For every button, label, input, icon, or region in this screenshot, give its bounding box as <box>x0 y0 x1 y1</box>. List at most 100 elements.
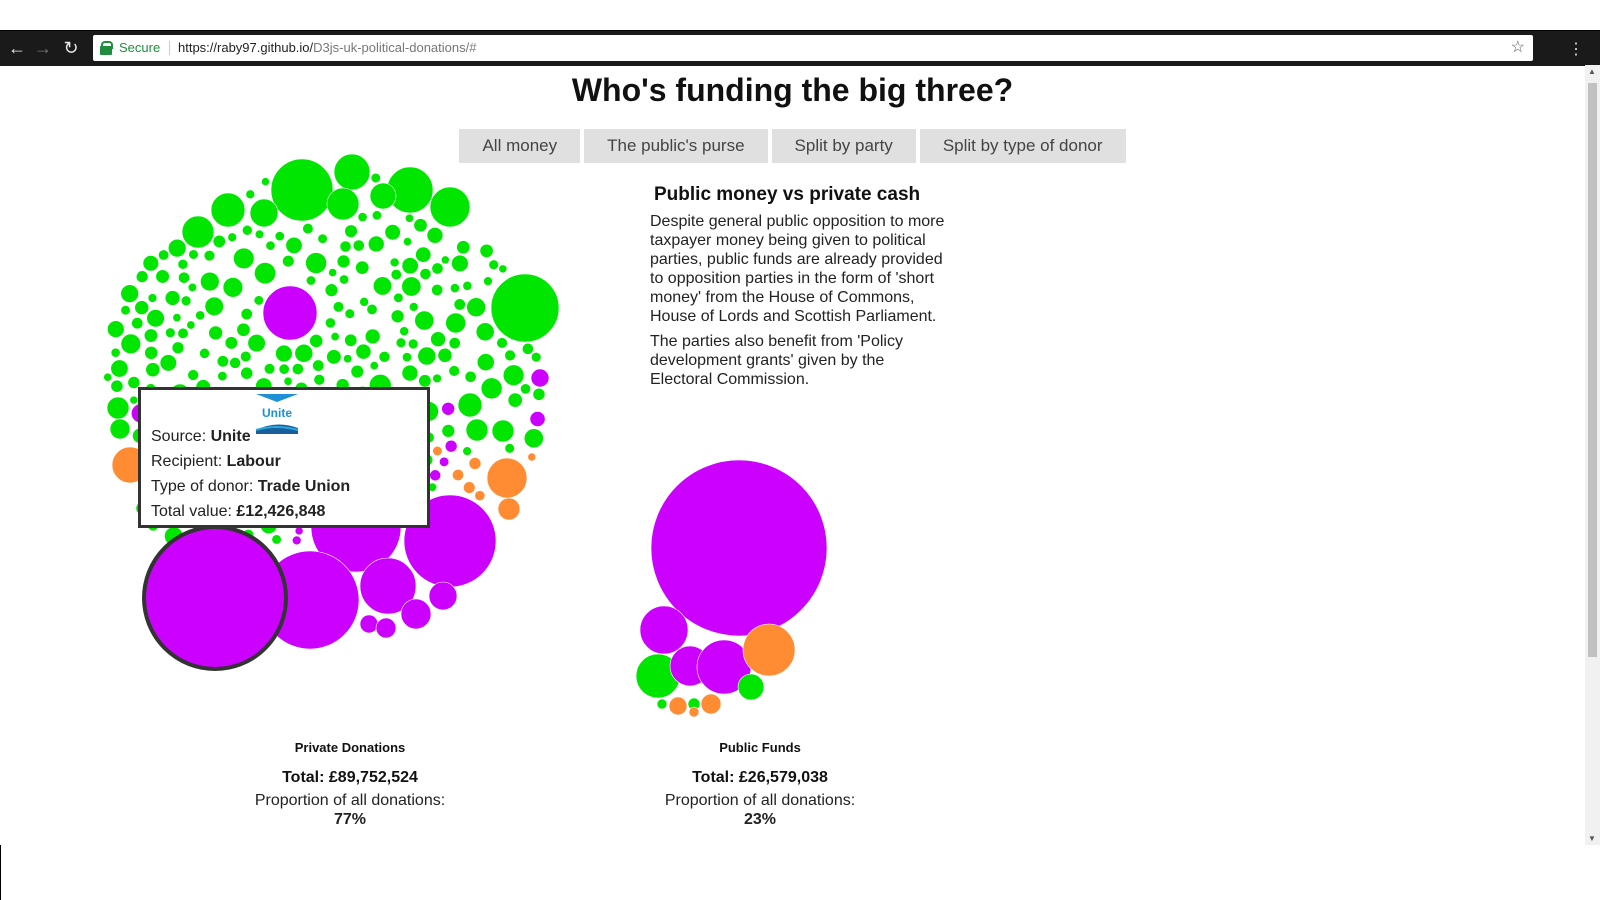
donation-bubble[interactable] <box>343 354 353 364</box>
donation-bubble[interactable] <box>199 347 210 359</box>
donation-bubble[interactable] <box>208 325 223 341</box>
donation-bubble[interactable] <box>285 236 303 254</box>
donation-bubble[interactable] <box>181 215 215 249</box>
donation-bubble[interactable] <box>274 231 285 242</box>
donation-bubble[interactable] <box>414 310 435 331</box>
donation-bubble[interactable] <box>407 338 419 350</box>
donation-bubble[interactable] <box>332 301 345 313</box>
donation-bubble[interactable] <box>240 308 253 321</box>
donation-bubble[interactable] <box>390 309 405 324</box>
donation-bubble[interactable] <box>399 326 410 337</box>
donation-bubble[interactable] <box>344 333 358 347</box>
tab-split-by-donor-type[interactable]: Split by type of donor <box>919 129 1126 163</box>
donation-bubble[interactable] <box>312 359 325 372</box>
donation-bubble[interactable] <box>187 369 199 381</box>
donation-bubble[interactable] <box>742 623 796 677</box>
donation-bubble[interactable] <box>317 233 328 244</box>
donation-bubble[interactable] <box>395 337 407 348</box>
donation-bubble[interactable] <box>474 490 486 502</box>
donation-bubble[interactable] <box>325 317 336 329</box>
back-arrow-icon[interactable]: ← <box>8 38 26 58</box>
donation-bubble[interactable] <box>177 327 189 339</box>
donation-bubble[interactable] <box>355 260 370 275</box>
donation-bubble[interactable] <box>339 274 349 285</box>
donation-bubble[interactable] <box>294 526 304 536</box>
donation-bubble[interactable] <box>430 331 446 348</box>
donation-bubble[interactable] <box>448 365 460 377</box>
donation-bubble[interactable] <box>165 327 176 338</box>
donation-bubble[interactable] <box>333 153 371 191</box>
donation-bubble[interactable] <box>359 614 379 634</box>
donation-bubble[interactable] <box>364 328 381 345</box>
donation-bubble[interactable] <box>465 418 489 442</box>
donation-bubble[interactable] <box>291 363 304 375</box>
donation-bubble[interactable] <box>490 273 560 343</box>
donation-bubble[interactable] <box>668 696 688 716</box>
donation-bubble[interactable] <box>159 354 177 372</box>
donation-bubble[interactable] <box>129 395 139 405</box>
donation-bubble[interactable] <box>227 232 237 243</box>
donation-bubble[interactable] <box>254 262 277 285</box>
donation-bubble[interactable] <box>270 158 334 222</box>
donation-bubble[interactable] <box>131 317 144 330</box>
donation-bubble[interactable] <box>450 283 460 293</box>
donation-bubble[interactable] <box>240 366 254 380</box>
donation-bubble[interactable] <box>344 224 358 238</box>
donation-bubble[interactable] <box>480 377 503 400</box>
donation-bubble[interactable] <box>401 257 419 275</box>
donation-bubble[interactable] <box>456 240 471 255</box>
donation-bubble[interactable] <box>369 361 379 371</box>
tab-all-money[interactable]: All money <box>459 129 581 163</box>
donation-bubble[interactable] <box>462 280 473 291</box>
donation-bubble[interactable] <box>507 392 523 408</box>
donation-bubble[interactable] <box>171 341 185 355</box>
donation-bubble[interactable] <box>468 457 482 470</box>
donation-bubble[interactable] <box>313 373 325 386</box>
donation-bubble[interactable] <box>145 362 161 378</box>
donation-bubble[interactable] <box>393 292 404 303</box>
donation-bubble[interactable] <box>737 673 765 701</box>
donation-bubble[interactable] <box>405 213 414 223</box>
donation-bubble[interactable] <box>217 371 228 382</box>
donation-bubble[interactable] <box>488 259 499 270</box>
donation-bubble[interactable] <box>463 481 476 494</box>
donation-bubble[interactable] <box>305 252 327 274</box>
donation-bubble[interactable] <box>229 357 241 369</box>
donation-bubble[interactable] <box>339 240 352 253</box>
donation-bubble[interactable] <box>367 235 385 253</box>
donation-bubble[interactable] <box>419 268 432 280</box>
donation-bubble[interactable] <box>110 379 124 393</box>
donation-bubble[interactable] <box>462 446 472 456</box>
donation-bubble[interactable] <box>294 343 314 363</box>
donation-bubble[interactable] <box>532 387 546 401</box>
donation-bubble[interactable] <box>143 328 158 343</box>
donation-bubble[interactable] <box>466 297 486 318</box>
donation-bubble[interactable] <box>147 293 158 303</box>
donation-bubble[interactable] <box>656 698 668 710</box>
donation-bubble[interactable] <box>330 332 340 342</box>
donation-bubble[interactable] <box>109 418 131 440</box>
donation-bubble[interactable] <box>283 376 293 386</box>
donation-bubble[interactable] <box>222 277 244 298</box>
donation-bubble[interactable] <box>134 300 150 316</box>
donation-bubble[interactable] <box>498 264 508 274</box>
donation-bubble[interactable] <box>195 310 206 321</box>
donation-bubble[interactable] <box>155 269 170 284</box>
donation-bubble[interactable] <box>177 258 189 270</box>
donation-bubble[interactable] <box>700 693 722 715</box>
donation-bubble[interactable] <box>529 411 546 427</box>
donation-bubble[interactable] <box>278 363 290 375</box>
tab-public-purse[interactable]: The public's purse <box>584 129 768 163</box>
donation-bubble[interactable] <box>282 254 295 268</box>
donation-bubble[interactable] <box>403 237 413 247</box>
donation-bubble[interactable] <box>439 456 450 467</box>
donation-bubble[interactable] <box>400 598 432 630</box>
donation-bubble[interactable] <box>336 254 351 269</box>
highlighted-donation-bubble[interactable] <box>142 525 288 671</box>
donation-bubble[interactable] <box>444 439 458 453</box>
donation-bubble[interactable] <box>249 198 279 228</box>
donation-bubble[interactable] <box>431 262 444 275</box>
donation-bubble[interactable] <box>224 336 238 350</box>
donation-bubble[interactable] <box>413 218 428 233</box>
donation-bubble[interactable] <box>429 186 471 228</box>
